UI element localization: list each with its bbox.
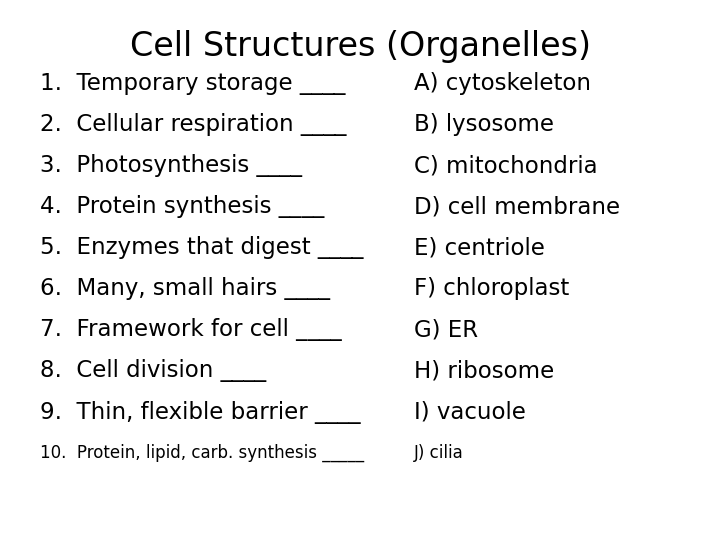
Text: B) lysosome: B) lysosome — [414, 113, 554, 136]
Text: G) ER: G) ER — [414, 319, 478, 341]
Text: 4.  Protein synthesis ____: 4. Protein synthesis ____ — [40, 195, 324, 218]
Text: J) cilia: J) cilia — [414, 444, 464, 462]
Text: C) mitochondria: C) mitochondria — [414, 154, 598, 177]
Text: I) vacuole: I) vacuole — [414, 401, 526, 423]
Text: 2.  Cellular respiration ____: 2. Cellular respiration ____ — [40, 113, 346, 136]
Text: 9.  Thin, flexible barrier ____: 9. Thin, flexible barrier ____ — [40, 401, 360, 423]
Text: F) chloroplast: F) chloroplast — [414, 278, 570, 300]
Text: A) cytoskeleton: A) cytoskeleton — [414, 72, 591, 95]
Text: E) centriole: E) centriole — [414, 237, 545, 259]
Text: 10.  Protein, lipid, carb. synthesis _____: 10. Protein, lipid, carb. synthesis ____… — [40, 444, 364, 462]
Text: Cell Structures (Organelles): Cell Structures (Organelles) — [130, 30, 590, 63]
Text: H) ribosome: H) ribosome — [414, 360, 554, 382]
Text: 3.  Photosynthesis ____: 3. Photosynthesis ____ — [40, 154, 302, 177]
Text: 6.  Many, small hairs ____: 6. Many, small hairs ____ — [40, 278, 330, 300]
Text: 8.  Cell division ____: 8. Cell division ____ — [40, 360, 266, 382]
Text: 5.  Enzymes that digest ____: 5. Enzymes that digest ____ — [40, 237, 363, 259]
Text: D) cell membrane: D) cell membrane — [414, 195, 620, 218]
Text: 1.  Temporary storage ____: 1. Temporary storage ____ — [40, 72, 345, 95]
Text: 7.  Framework for cell ____: 7. Framework for cell ____ — [40, 319, 341, 341]
